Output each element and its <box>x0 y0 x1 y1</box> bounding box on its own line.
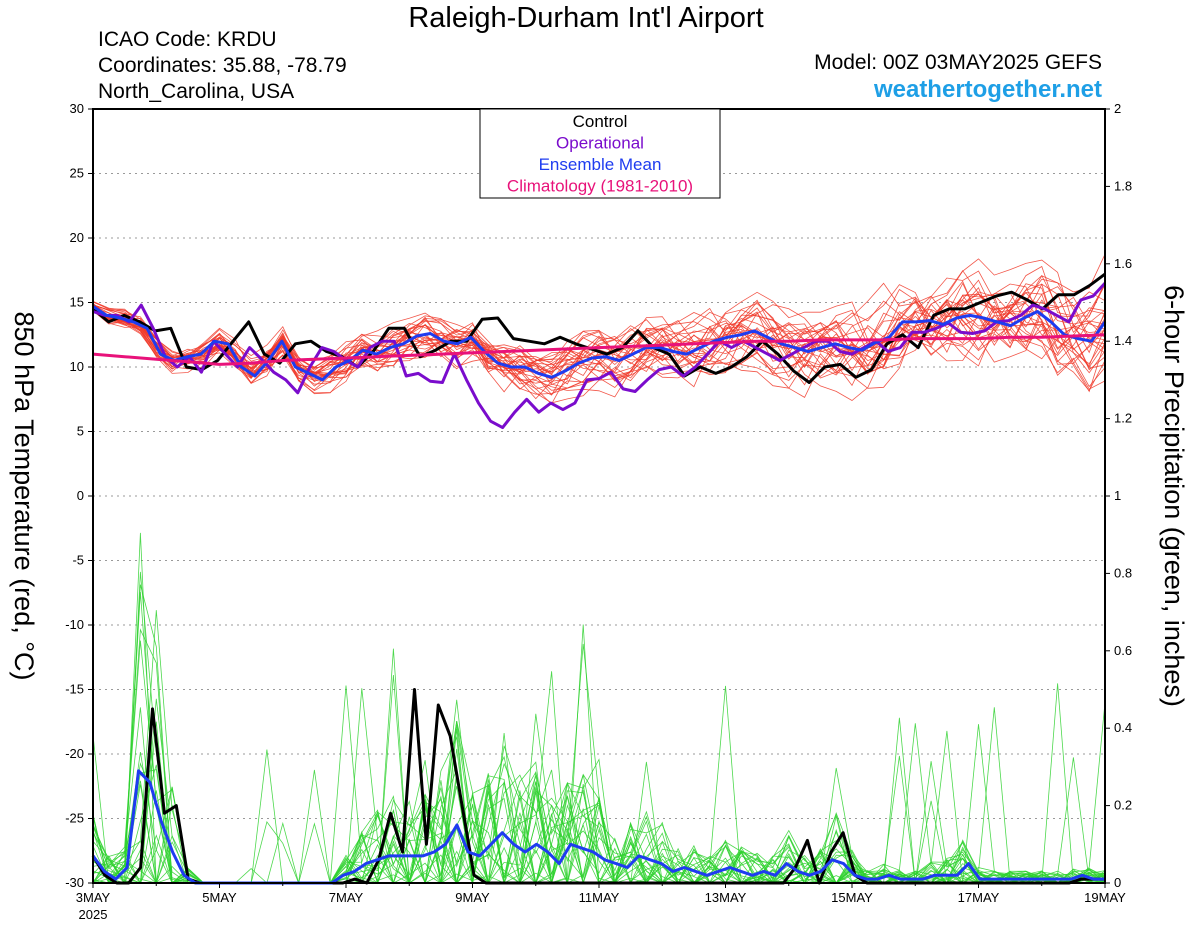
chart-title: Raleigh-Durham Int'l Airport <box>408 2 764 34</box>
right-tick-label: 0.6 <box>1114 643 1132 658</box>
left-tick-label: -10 <box>65 617 84 632</box>
legend-entry: Operational <box>556 134 644 153</box>
axis-ticks: 302520151050-5-10-15-20-25-3021.81.61.41… <box>65 101 1132 922</box>
right-tick-label: 0.2 <box>1114 798 1132 813</box>
operational-left-line <box>92 282 1107 430</box>
left-tick-label: 20 <box>70 230 84 245</box>
right-tick-label: 2 <box>1114 101 1121 116</box>
x-tick-label: 9MAY <box>455 890 490 905</box>
x-tick-label: 11MAY <box>579 890 620 905</box>
precip-member-line <box>92 571 1105 885</box>
right-tick-label: 0.4 <box>1114 720 1132 735</box>
right-axis-title: 6-hour Precipitation (green, inches) <box>1159 285 1189 707</box>
precip-member-line <box>92 643 1106 885</box>
left-tick-label: -20 <box>65 746 84 761</box>
right-tick-label: 0.8 <box>1114 565 1132 580</box>
left-tick-label: 25 <box>70 166 84 181</box>
right-tick-label: 1 <box>1114 488 1121 503</box>
right-tick-label: 0 <box>1114 875 1121 890</box>
left-tick-label: -15 <box>65 682 84 697</box>
right-tick-label: 1.8 <box>1114 178 1132 193</box>
x-tick-label: 3MAY <box>76 890 111 905</box>
control-right-line <box>91 688 1105 885</box>
x-tick-label: 5MAY <box>202 890 237 905</box>
climatology-1981-2010-left-line <box>92 333 1106 366</box>
legend-entry: Ensemble Mean <box>539 155 662 174</box>
precip-member-line <box>92 648 1106 884</box>
precip-member-line <box>93 688 1106 884</box>
x-tick-label: 13MAY <box>705 890 747 905</box>
model-run: Model: 00Z 03MAY2025 GEFS <box>814 51 1102 74</box>
x-year-label: 2025 <box>79 907 108 922</box>
legend-box <box>479 108 721 199</box>
x-tick-label: 19MAY <box>1084 890 1126 905</box>
legend-entry: Climatology (1981-2010) <box>507 177 693 196</box>
precip-member-line <box>92 745 1106 884</box>
precip-member-line <box>92 591 1106 885</box>
ensemble-mean-left-line <box>92 305 1107 382</box>
right-tick-label: 1.6 <box>1114 256 1132 271</box>
left-axis-title: 850 hPa Temperature (red, °C) <box>9 312 39 681</box>
left-tick-label: -30 <box>65 875 84 890</box>
precip-member-line <box>93 610 1106 884</box>
left-tick-label: 15 <box>70 295 84 310</box>
icao-code: ICAO Code: KRDU <box>98 28 277 51</box>
left-tick-label: 30 <box>70 101 84 116</box>
left-tick-label: -5 <box>72 553 84 568</box>
left-tick-label: 10 <box>70 359 84 374</box>
region: North_Carolina, USA <box>98 80 295 103</box>
left-tick-label: 5 <box>77 424 84 439</box>
legend-entry: Control <box>573 112 628 131</box>
temp-member-line <box>92 283 1106 381</box>
site-link[interactable]: weathertogether.net <box>873 76 1102 103</box>
precip-member-line <box>92 685 1106 885</box>
right-tick-label: 1.4 <box>1114 333 1132 348</box>
legend: Control Operational Ensemble Mean Climatolo… <box>479 108 721 199</box>
right-tick-label: 1.2 <box>1114 411 1132 426</box>
temp-member-line <box>92 293 1106 376</box>
x-tick-label: 7MAY <box>329 890 364 905</box>
left-tick-label: -25 <box>65 811 84 826</box>
grid <box>93 173 1105 819</box>
coordinates: Coordinates: 35.88, -78.79 <box>98 54 347 77</box>
left-tick-label: 0 <box>77 488 84 503</box>
precip-member-line <box>92 628 1105 884</box>
x-tick-label: 15MAY <box>831 890 873 905</box>
control-left-line <box>92 272 1106 384</box>
x-tick-label: 17MAY <box>958 890 1000 905</box>
